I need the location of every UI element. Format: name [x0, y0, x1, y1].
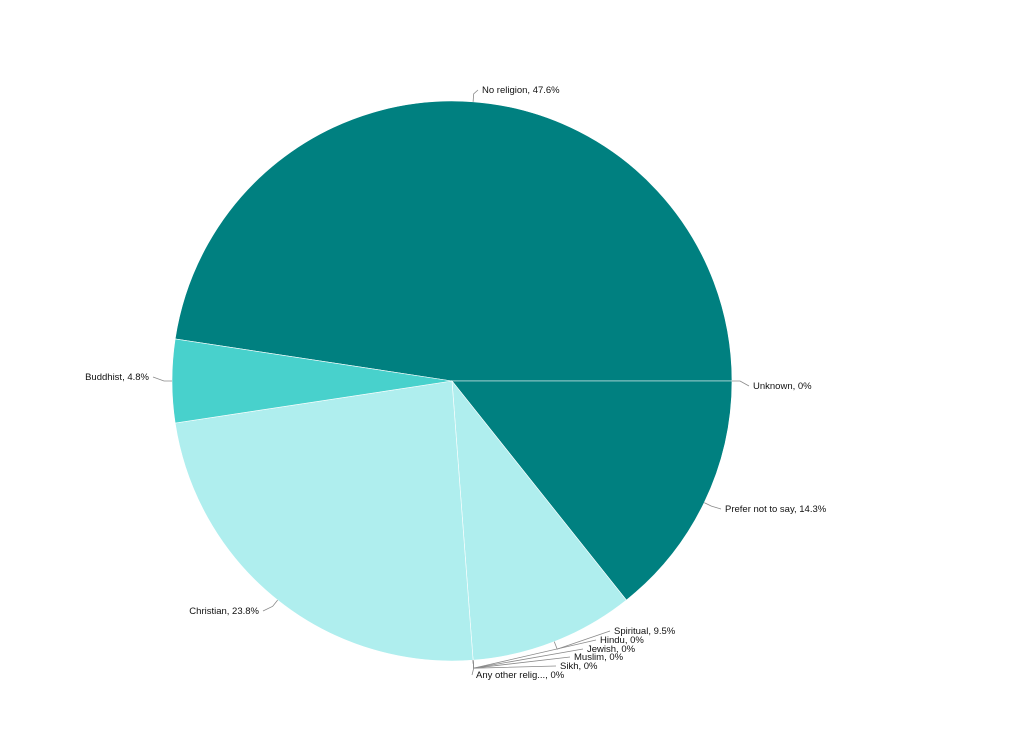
leader-line-buddhist [152, 376, 172, 382]
label-sikh: Sikh, 0% [560, 661, 598, 672]
label-prefer-not-to-say: Prefer not to say, 14.3% [725, 504, 827, 515]
pie-slices [171, 100, 733, 662]
label-muslim: Muslim, 0% [574, 652, 624, 663]
slice-christian[interactable] [174, 380, 474, 662]
slice-no-religion[interactable] [174, 100, 733, 382]
label-leader-lines [152, 89, 750, 676]
slice-labels: No religion, 47.6% Unknown, 0% Prefer not … [85, 85, 827, 681]
leader-line-christian [262, 599, 278, 612]
slice-prefer-not-to-say[interactable] [451, 380, 733, 601]
leader-line-no-religion [472, 89, 479, 102]
label-buddhist: Buddhist, 4.8% [85, 372, 149, 383]
slice-buddhist[interactable] [171, 338, 453, 424]
leader-line-prefer-not-to-say [704, 502, 722, 510]
label-hindu: Hindu, 0% [600, 635, 644, 646]
label-spiritual: Spiritual, 9.5% [614, 626, 676, 637]
label-unknown: Unknown, 0% [753, 381, 812, 392]
slice-spiritual[interactable] [451, 380, 627, 661]
label-christian: Christian, 23.8% [189, 606, 259, 617]
label-any-other-relig: Any other relig..., 0% [476, 670, 565, 681]
leader-line-any-other-relig [471, 660, 475, 676]
label-jewish: Jewish, 0% [587, 644, 636, 655]
label-no-religion: No religion, 47.6% [482, 85, 560, 96]
leader-line-unknown [732, 380, 750, 387]
